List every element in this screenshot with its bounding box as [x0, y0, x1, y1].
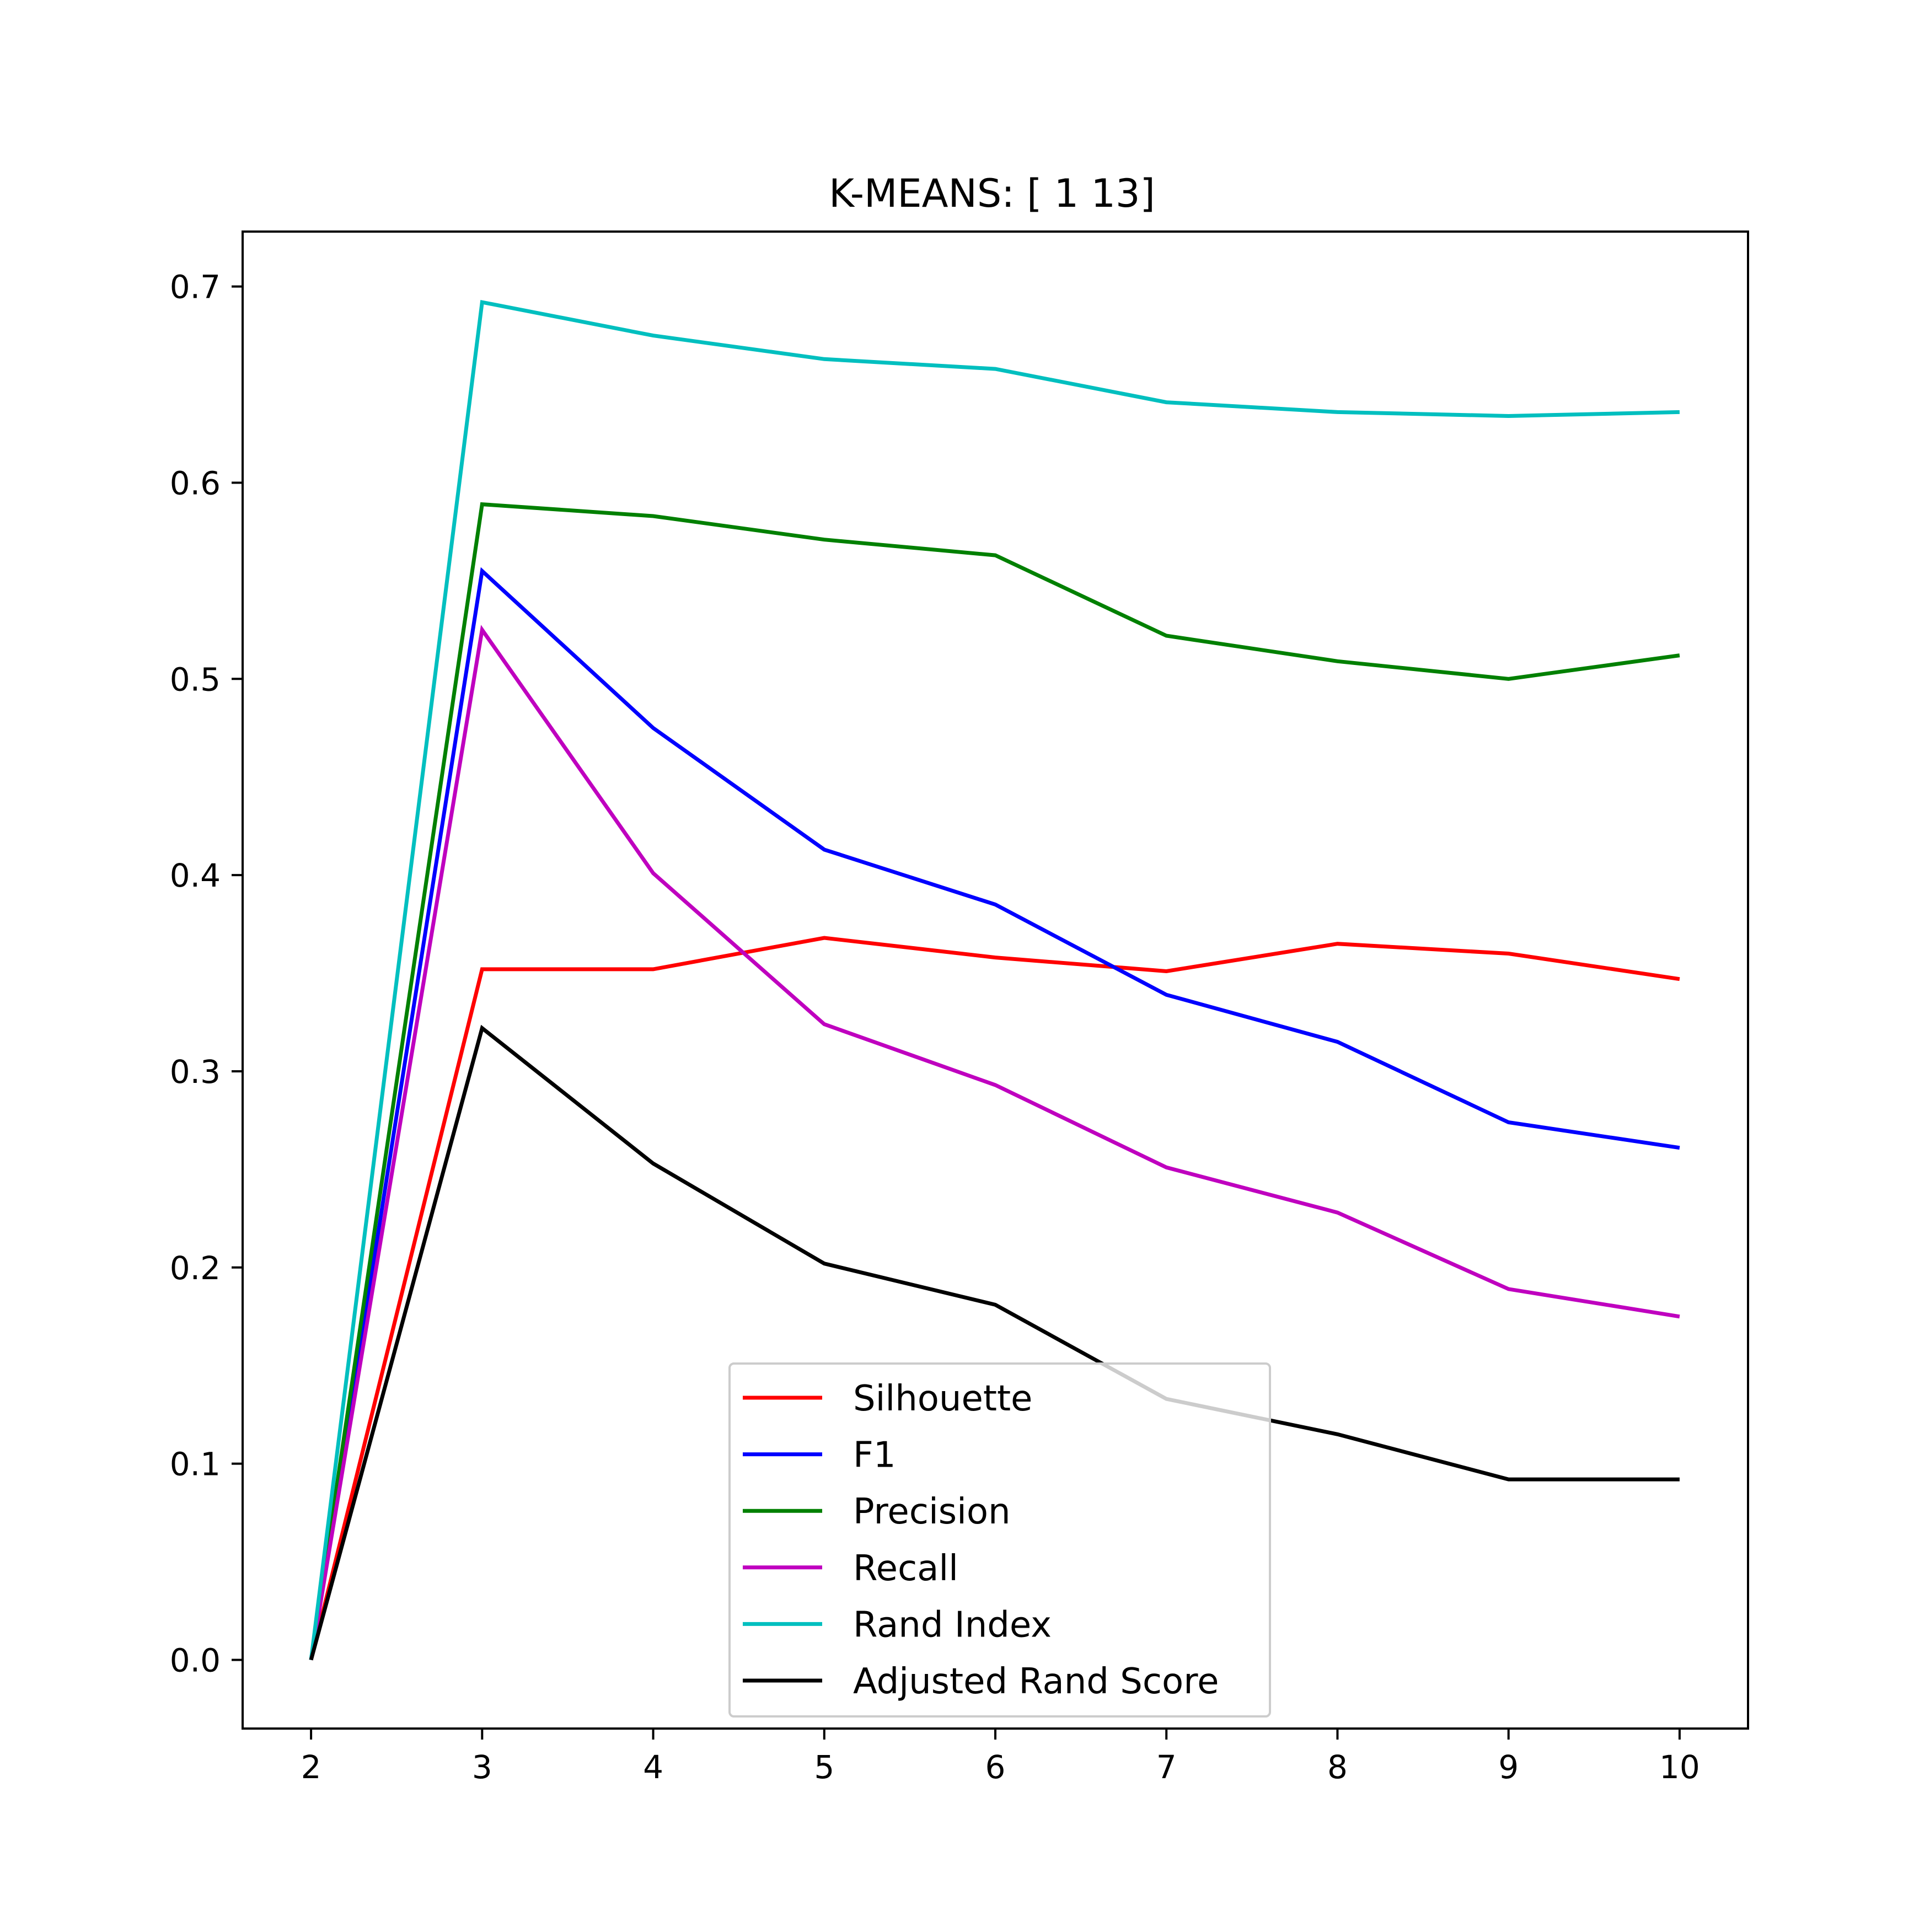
x-tick-label: 7 — [1156, 1748, 1177, 1786]
y-tick-label: 0.1 — [170, 1446, 221, 1483]
y-tick-label: 0.5 — [170, 661, 221, 698]
legend-label: Adjusted Rand Score — [853, 1661, 1219, 1702]
series-line-precision — [309, 502, 1680, 1661]
x-axis: 2 3 4 5 6 7 8 9 10 — [301, 1729, 1700, 1786]
y-tick-label: 0.7 — [170, 269, 221, 306]
x-tick-label: 3 — [472, 1748, 492, 1786]
y-tick-label: 0.6 — [170, 464, 221, 502]
legend-label: Recall — [853, 1548, 958, 1589]
series-layer — [309, 299, 1680, 1661]
x-tick-label: 6 — [985, 1748, 1006, 1786]
y-tick-label: 0.2 — [170, 1249, 221, 1287]
x-tick-label: 5 — [814, 1748, 834, 1786]
legend-label: Precision — [853, 1491, 1011, 1532]
legend-label: Silhouette — [853, 1378, 1032, 1419]
x-tick-label: 4 — [643, 1748, 663, 1786]
legend: Silhouette F1 Precision Recall Rand Index Adj… — [728, 1362, 1271, 1718]
series-line-recall — [309, 625, 1680, 1661]
legend-box — [728, 1362, 1271, 1718]
legend-label: Rand Index — [853, 1604, 1052, 1645]
x-tick-label: 8 — [1327, 1748, 1348, 1786]
series-line-f1 — [309, 567, 1680, 1661]
series-line-rand-index — [309, 299, 1680, 1660]
y-axis: 0.0 0.1 0.2 0.3 0.4 0.5 0.6 0.7 — [170, 269, 243, 1679]
x-tick-label: 9 — [1498, 1748, 1519, 1786]
legend-label: F1 — [853, 1435, 896, 1476]
series-line-silhouette — [309, 936, 1680, 1661]
x-tick-label: 2 — [301, 1748, 321, 1786]
series-line-adjusted-rand-score — [309, 1024, 1680, 1661]
y-tick-label: 0.0 — [170, 1641, 221, 1679]
chart-title: K-MEANS: [ 1 13] — [829, 171, 1155, 216]
x-tick-label: 10 — [1659, 1748, 1700, 1786]
y-tick-label: 0.4 — [170, 857, 221, 894]
y-tick-label: 0.3 — [170, 1053, 221, 1091]
